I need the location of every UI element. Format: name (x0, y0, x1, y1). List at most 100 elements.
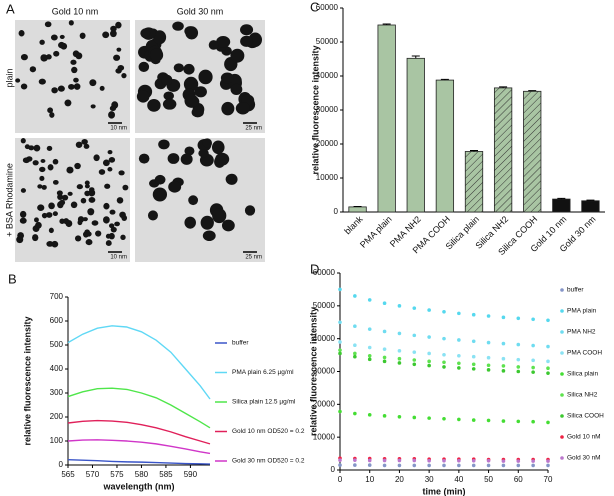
error-bar (411, 55, 420, 59)
error-bar (382, 23, 391, 25)
point (457, 366, 461, 370)
error-bar (470, 149, 478, 152)
x-tick-label: blank (342, 214, 365, 237)
point (457, 417, 461, 422)
y-tick-label: 0 (334, 207, 339, 216)
legend-label: Gold 30 nM (567, 455, 601, 462)
point (471, 339, 476, 344)
particle (103, 202, 110, 210)
particle (37, 184, 43, 189)
point (486, 459, 491, 463)
point (442, 352, 446, 357)
particle (198, 149, 209, 158)
particle (38, 78, 46, 85)
particle (221, 101, 235, 116)
point (516, 365, 521, 369)
point (531, 463, 535, 468)
x-tick-label: 10 (365, 475, 374, 484)
point (546, 359, 550, 364)
legend-swatch (560, 330, 564, 334)
particle (39, 175, 45, 181)
point (427, 308, 431, 312)
particle (183, 63, 195, 75)
x-tick-label: PMA plain (358, 214, 394, 250)
particle (29, 66, 37, 73)
bar (377, 24, 396, 213)
particle (88, 196, 96, 203)
particle (244, 205, 256, 216)
micrograph-panel: A Gold 10 nm Gold 30 nm plain + BSA Rhod… (4, 1, 223, 236)
point (412, 306, 417, 310)
x-tick-label: 60 (514, 475, 523, 484)
point (471, 354, 476, 359)
particle (105, 240, 112, 247)
y-tick-label: 30000 (313, 367, 336, 376)
y-tick-label: 40000 (316, 71, 339, 80)
error-bar (557, 197, 566, 200)
particle (149, 48, 164, 62)
point (367, 357, 372, 362)
point (516, 342, 521, 347)
particle (109, 209, 116, 215)
point (338, 409, 342, 414)
legend-label: Gold 30 nm OD520 = 0.2 (232, 458, 305, 465)
particle (202, 230, 216, 242)
y-tick-label: 200 (50, 412, 64, 421)
bar (493, 87, 513, 213)
point (546, 344, 550, 349)
y-tick-label: 700 (50, 292, 64, 301)
point (338, 458, 342, 462)
y-tick-label: 600 (50, 316, 64, 325)
point (486, 368, 491, 372)
particle (114, 221, 120, 227)
y-tick-label: 60000 (313, 268, 336, 277)
particle (61, 194, 69, 201)
particle (115, 21, 122, 29)
particle (220, 72, 234, 84)
particle (44, 21, 52, 28)
point (367, 353, 372, 358)
particle (73, 77, 79, 83)
particle (91, 220, 99, 226)
legend-label: Silica NH2 (567, 392, 598, 399)
y-tick-label: 0 (59, 460, 64, 469)
point (486, 363, 491, 368)
legend-label: buffer (567, 287, 584, 294)
point (353, 351, 357, 356)
point (442, 309, 446, 314)
point (516, 369, 521, 374)
particle (51, 87, 58, 94)
particle (58, 41, 65, 49)
particle (202, 138, 213, 148)
scale-bar-label: 25 nm (245, 126, 262, 132)
particle (75, 52, 83, 60)
particle (81, 138, 88, 145)
point (457, 463, 461, 468)
point (546, 459, 550, 463)
y-axis-title: relative fluorescence intensity (22, 316, 32, 445)
particle (89, 187, 95, 192)
particle (108, 111, 116, 119)
point (501, 315, 506, 320)
point (486, 314, 491, 318)
point (412, 362, 417, 367)
point (501, 356, 506, 361)
point (442, 336, 446, 341)
particle (24, 144, 30, 150)
point (397, 361, 402, 365)
particle (59, 199, 66, 206)
particle (173, 63, 184, 73)
legend-label: PMA plain 6.25 µg/ml (232, 369, 294, 376)
x-tick-label: 580 (135, 470, 149, 479)
particle (49, 112, 55, 118)
particle (64, 99, 72, 107)
point (516, 357, 521, 362)
y-axis-title: relative fluorescence intensity (308, 307, 318, 436)
error-bar (499, 86, 508, 88)
particle (89, 79, 97, 87)
particle (40, 159, 46, 163)
particle (41, 212, 48, 219)
particle (183, 76, 199, 92)
particle (45, 212, 53, 218)
particle (74, 235, 82, 242)
